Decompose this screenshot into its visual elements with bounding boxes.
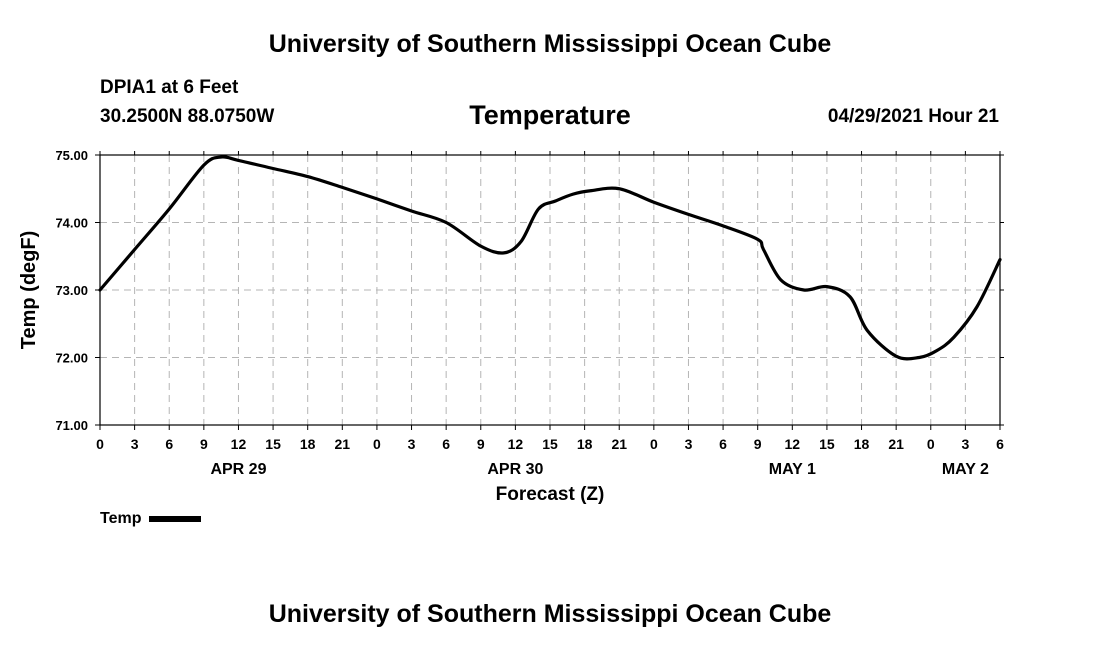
y-axis-label: Temp (degF) bbox=[18, 231, 40, 350]
station-name: DPIA1 at 6 Feet bbox=[100, 77, 239, 98]
date-label: MAY 2 bbox=[942, 461, 989, 478]
footer-title: University of Southern Mississippi Ocean… bbox=[268, 600, 832, 628]
y-tick-label: 74.00 bbox=[55, 216, 88, 231]
y-tick-label: 75.00 bbox=[55, 148, 88, 163]
x-tick-label: 21 bbox=[888, 436, 904, 452]
x-tick-label: 21 bbox=[335, 436, 351, 452]
x-tick-label: 15 bbox=[542, 436, 558, 452]
x-tick-label: 6 bbox=[719, 436, 727, 452]
x-tick-label: 0 bbox=[373, 436, 381, 452]
legend-label: Temp bbox=[100, 510, 142, 527]
x-tick-label: 12 bbox=[231, 436, 247, 452]
x-tick-label: 0 bbox=[927, 436, 935, 452]
x-tick-label: 3 bbox=[131, 436, 139, 452]
y-tick-label: 73.00 bbox=[55, 283, 88, 298]
series-layer bbox=[98, 155, 1002, 361]
x-tick-label: 0 bbox=[96, 436, 104, 452]
x-tick-label: 15 bbox=[819, 436, 835, 452]
x-axis-label: Forecast (Z) bbox=[496, 484, 605, 505]
x-tick-label: 18 bbox=[300, 436, 316, 452]
grid-layer bbox=[100, 155, 1000, 425]
date-label: APR 30 bbox=[487, 461, 543, 478]
x-tick-label: 3 bbox=[685, 436, 693, 452]
x-tick-label: 12 bbox=[508, 436, 524, 452]
x-tick-label: 9 bbox=[754, 436, 762, 452]
y-tick-label: 72.00 bbox=[55, 351, 88, 366]
x-tick-label: 12 bbox=[785, 436, 801, 452]
x-tick-label: 6 bbox=[165, 436, 173, 452]
x-tick-label: 6 bbox=[996, 436, 1004, 452]
x-tick-label: 21 bbox=[611, 436, 627, 452]
legend-swatch bbox=[149, 516, 202, 522]
x-tick-label: 9 bbox=[477, 436, 485, 452]
chart-title: Temperature bbox=[469, 100, 631, 130]
x-tick-label: 9 bbox=[200, 436, 208, 452]
x-tick-label: 18 bbox=[577, 436, 593, 452]
x-tick-label: 15 bbox=[265, 436, 281, 452]
series-line-temp bbox=[98, 155, 1002, 361]
y-tick-label: 71.00 bbox=[55, 418, 88, 433]
labels-layer: 0 3 6 9 12 15 18 21 0 3 6 9 12 15 18 21 0 3 6 9 12 15 18 21 0 3 6 7… bbox=[18, 148, 1004, 505]
date-label: APR 29 bbox=[210, 461, 266, 478]
station-coords: 30.2500N 88.0750W bbox=[100, 106, 275, 127]
forecast-time: 04/29/2021 Hour 21 bbox=[827, 106, 999, 127]
x-tick-label: 3 bbox=[408, 436, 416, 452]
header-title: University of Southern Mississippi Ocean… bbox=[268, 30, 832, 58]
x-tick-label: 0 bbox=[650, 436, 658, 452]
date-label: MAY 1 bbox=[769, 461, 816, 478]
x-tick-label: 18 bbox=[854, 436, 870, 452]
x-tick-label: 3 bbox=[961, 436, 969, 452]
legend: Temp bbox=[100, 510, 202, 528]
x-tick-label: 6 bbox=[442, 436, 450, 452]
